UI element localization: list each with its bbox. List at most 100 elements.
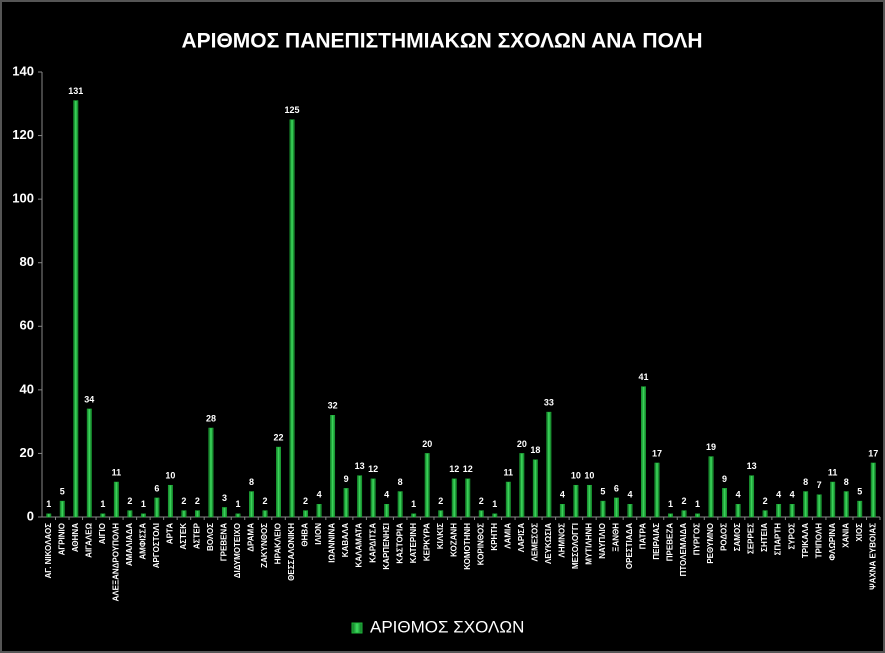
x-tick-label: ΟΡΕΣΤΙΑΔΑ: [625, 523, 634, 569]
y-tick-label: 100: [12, 191, 34, 206]
x-tick-label: ΚΟΖΑΝΗ: [449, 523, 458, 557]
bar: [600, 500, 606, 518]
value-label: 2: [438, 496, 443, 506]
bar: [695, 513, 700, 518]
y-tick-label: 140: [12, 63, 34, 78]
y-tick-label: 20: [20, 445, 34, 460]
value-label: 11: [112, 467, 122, 477]
x-tick-label: ΣΗΤΕΙΑ: [760, 523, 769, 552]
value-label: 9: [344, 474, 349, 484]
legend-marker: [351, 622, 363, 634]
value-label: 10: [165, 471, 175, 481]
value-label: 1: [668, 499, 673, 509]
value-label: 1: [411, 499, 416, 509]
x-tick-label: ΓΡΕΒΕΝΑ: [220, 523, 229, 561]
y-tick-label: 40: [20, 381, 34, 396]
x-tick-label: ΤΡΙΠΟΛΗ: [814, 523, 823, 559]
bar: [613, 497, 619, 518]
value-label: 4: [627, 490, 632, 500]
bar: [573, 484, 579, 518]
value-label: 41: [638, 372, 648, 382]
x-tick-label: ΙΛΙΟΝ: [314, 523, 323, 545]
value-label: 8: [398, 477, 403, 487]
x-tick-label: ΑΣΤΕΡ: [193, 522, 202, 549]
value-label: 125: [285, 105, 300, 115]
bar: [167, 484, 173, 518]
bar: [708, 456, 714, 518]
value-label: 4: [776, 490, 781, 500]
x-tick-label: ΜΥΤΙΛΗΝΗ: [585, 523, 594, 565]
bar: [465, 478, 471, 518]
value-label: 4: [736, 490, 741, 500]
x-tick-label: ΒΟΛΟΣ: [206, 523, 215, 551]
bar: [870, 462, 876, 518]
bar: [843, 491, 849, 518]
bar: [262, 510, 268, 518]
value-label: 8: [844, 477, 849, 487]
x-tick-label: ΑΓ. ΝΙΚΟΛΑΟΣ: [44, 523, 53, 579]
x-tick-label: ΦΛΩΡΙΝΑ: [828, 523, 837, 561]
x-tick-label: ΚΑΡΠΕΝΗΣΙ: [382, 523, 391, 570]
bar: [478, 510, 484, 518]
bar: [73, 100, 79, 518]
x-tick-label: ΣΥΡΟΣ: [787, 523, 796, 550]
value-label: 17: [652, 448, 662, 458]
value-label: 6: [614, 483, 619, 493]
value-label: 2: [682, 496, 687, 506]
value-label: 13: [747, 461, 757, 471]
bar: [222, 507, 227, 518]
bar: [140, 513, 146, 518]
value-label: 12: [449, 464, 459, 474]
x-tick-label: ΛΕΜΕΣΟΣ: [530, 523, 539, 562]
value-label: 34: [84, 394, 94, 404]
x-tick-label: ΑΡΓΟΣΤΟΛΙ: [152, 523, 161, 568]
x-tick-label: ΘΕΣΣΑΛΟΝΙΚΗ: [287, 523, 296, 581]
bar: [46, 513, 52, 518]
x-tick-label: ΑΜΑΛΙΑΔΑ: [125, 523, 134, 566]
value-label: 33: [544, 397, 554, 407]
value-label: 2: [303, 496, 308, 506]
bar: [370, 478, 376, 518]
value-label: 10: [584, 471, 594, 481]
x-tick-label: ΛΑΡΙΣΑ: [517, 523, 526, 552]
x-tick-label: ΠΑΤΡΑ: [639, 523, 648, 550]
x-tick-label: ΠΡΕΒΕΖΑ: [666, 523, 675, 561]
x-tick-label: ΑΙΓΑΛΕΩ: [84, 522, 93, 557]
x-tick-label: ΠΥΡΓΟΣ: [693, 523, 702, 555]
bar: [303, 510, 309, 518]
value-label: 20: [517, 439, 527, 449]
value-label: 1: [141, 499, 146, 509]
bar: [451, 478, 457, 518]
y-tick-label: 60: [20, 318, 34, 333]
x-tick-label: ΛΑΜΙΑ: [503, 523, 512, 549]
value-label: 10: [571, 471, 581, 481]
bar: [289, 119, 295, 518]
x-tick-label: ΔΡΑΜΑ: [247, 523, 256, 552]
bar: [668, 513, 673, 518]
bar: [735, 504, 741, 518]
bar: [505, 481, 511, 518]
bar: [627, 504, 633, 518]
x-tick-label: ΑΛΕΞΑΝΔΡΟΥΠΟΛΗ: [111, 523, 120, 602]
bar: [641, 386, 646, 518]
x-tick-label: ΡΟΔΟΣ: [720, 523, 729, 551]
bar: [424, 453, 430, 518]
bar: [681, 510, 687, 518]
bar: [316, 504, 322, 518]
bar: [276, 446, 281, 518]
bar: [654, 462, 660, 518]
bar: [492, 513, 498, 518]
bar: [438, 510, 444, 518]
x-tick-label: ΣΕΡΡΕΣ: [747, 523, 756, 554]
x-tick-label: ΛΕΥΚΩΣΙΑ: [544, 523, 553, 564]
x-tick-label: ΑΜΦΙΣΣΑ: [138, 523, 147, 560]
bar: [519, 453, 525, 518]
bar: [100, 513, 106, 518]
x-tick-label: ΚΟΡΙΝΘΟΣ: [476, 523, 485, 565]
x-tick-label: ΚΟΜΟΤΗΝΗ: [463, 523, 472, 570]
x-tick-label: ΘΗΒΑ: [301, 523, 310, 547]
bar: [762, 510, 768, 518]
bar: [830, 481, 836, 518]
x-tick-label: ΑΡΤΑ: [166, 523, 175, 544]
